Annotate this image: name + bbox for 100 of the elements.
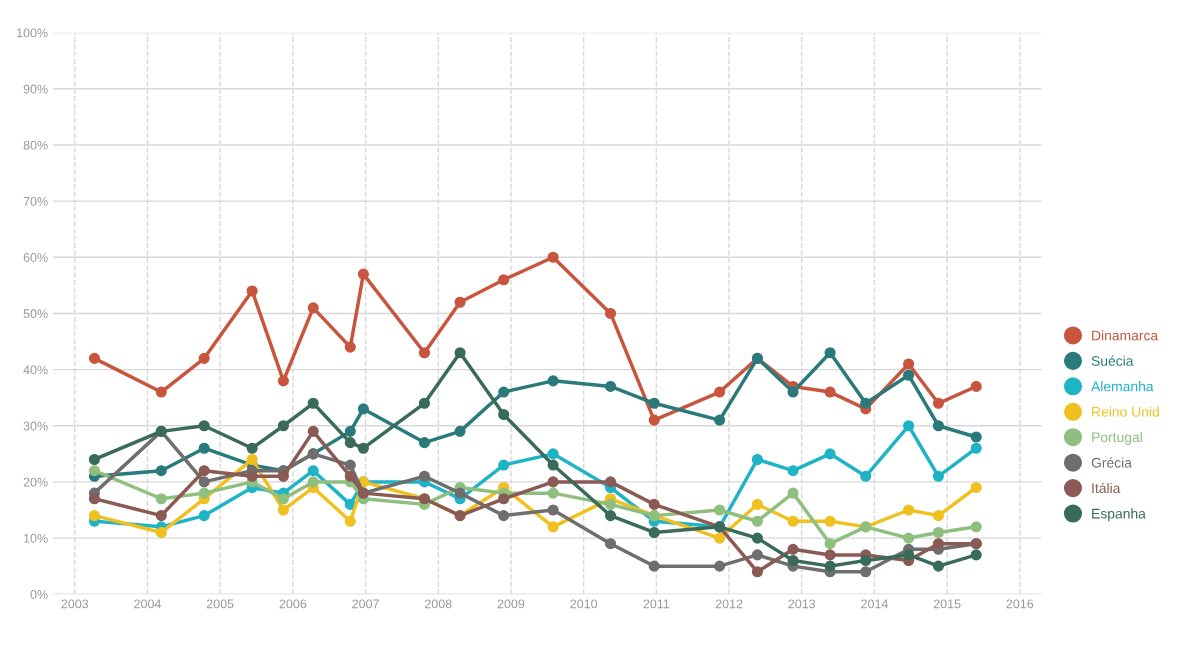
point (88, 465, 100, 477)
point (648, 414, 660, 426)
point (418, 470, 431, 482)
y-tick-label: 80% (23, 140, 48, 150)
point (454, 347, 466, 359)
point (498, 493, 510, 505)
point (547, 459, 559, 471)
point (824, 549, 836, 561)
point (932, 420, 944, 432)
point (932, 470, 944, 482)
point (860, 397, 872, 409)
y-tick-label: 10% (24, 533, 48, 543)
legend-label: Espanha (1092, 508, 1146, 522)
point (277, 375, 289, 387)
legend-label: Itália (1092, 482, 1121, 494)
x-tick-label: 2013 (788, 599, 816, 609)
point (307, 302, 319, 314)
point (903, 504, 915, 516)
x-tick-label: 2012 (715, 599, 743, 609)
point (498, 408, 510, 421)
point (970, 521, 982, 533)
point (714, 386, 726, 398)
point (547, 375, 559, 387)
x-tick-label: 2003 (61, 599, 89, 609)
point (344, 437, 356, 449)
point (824, 448, 836, 460)
legend-label: Dinamarca (1092, 330, 1159, 341)
x-tick-label: 2010 (570, 599, 598, 609)
point (547, 521, 559, 533)
point (824, 386, 836, 398)
legend-label: Alemanha (1091, 381, 1154, 392)
point (88, 493, 100, 505)
point (648, 397, 660, 409)
point (155, 526, 167, 539)
point (88, 453, 100, 466)
point (787, 543, 799, 555)
legend-label: Reino Unid (1092, 406, 1159, 417)
point (903, 532, 915, 544)
point (246, 442, 258, 454)
point (903, 369, 915, 381)
point (547, 504, 559, 516)
point (307, 425, 319, 437)
point (498, 386, 510, 398)
point (357, 268, 369, 280)
point (155, 386, 167, 398)
point (604, 498, 617, 510)
point (498, 274, 510, 286)
y-tick-label: 50% (23, 309, 48, 319)
point (344, 341, 356, 353)
point (198, 510, 210, 522)
x-tick-label: 2008 (424, 599, 452, 609)
point (751, 566, 763, 578)
point (454, 425, 466, 437)
x-tick-label: 2005 (206, 599, 234, 609)
y-tick-label: 70% (23, 196, 48, 206)
point (344, 459, 356, 471)
point (454, 487, 466, 499)
point (751, 453, 763, 466)
x-tick-label: 2006 (279, 599, 307, 609)
point (648, 560, 660, 572)
point (604, 510, 617, 522)
point (751, 549, 763, 561)
point (547, 448, 559, 460)
legend-label: Grécia (1091, 457, 1132, 468)
y-tick-label: 20% (23, 477, 48, 487)
point (714, 532, 726, 544)
point (277, 470, 289, 482)
point (714, 560, 726, 572)
point (824, 347, 836, 359)
point (824, 538, 836, 550)
point (88, 352, 100, 364)
point (932, 538, 944, 550)
point (787, 386, 799, 398)
point (357, 442, 369, 454)
point (824, 560, 836, 572)
y-tick-label: 60% (23, 253, 48, 262)
point (970, 442, 982, 454)
point (751, 532, 763, 544)
x-tick-label: 2014 (861, 599, 888, 609)
point (344, 470, 356, 482)
point (246, 285, 258, 297)
point (932, 526, 944, 539)
point (860, 554, 872, 567)
point (498, 510, 510, 522)
point (277, 504, 289, 516)
point (604, 476, 617, 488)
y-tick-label: 90% (23, 84, 48, 94)
point (970, 380, 982, 393)
point (198, 476, 210, 488)
point (198, 352, 210, 364)
point (498, 459, 510, 471)
point (751, 498, 763, 510)
point (787, 487, 799, 499)
point (787, 554, 799, 567)
point (903, 549, 915, 561)
x-tick-label: 2015 (933, 599, 961, 609)
point (198, 442, 210, 454)
point (155, 493, 167, 505)
x-tick-label: 2004 (134, 599, 162, 609)
point (932, 510, 944, 522)
